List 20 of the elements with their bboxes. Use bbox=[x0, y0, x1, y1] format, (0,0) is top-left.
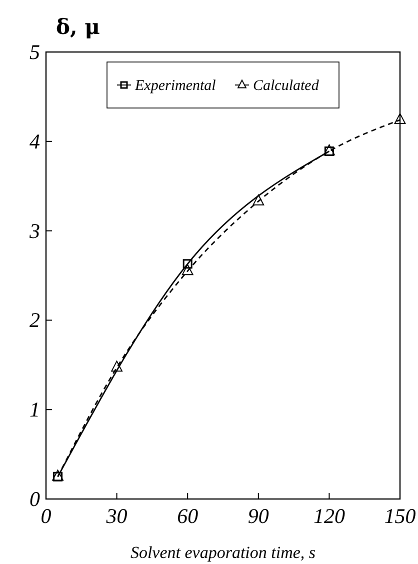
legend-label: Experimental bbox=[134, 78, 216, 94]
x-tick-label: 60 bbox=[177, 504, 199, 528]
x-tick-label: 120 bbox=[313, 504, 346, 528]
legend-label: Calculated bbox=[253, 78, 320, 94]
y-tick-label: 1 bbox=[30, 398, 40, 422]
y-tick-label: 0 bbox=[30, 487, 40, 511]
y-tick-label: 5 bbox=[30, 40, 40, 64]
point bbox=[182, 264, 194, 276]
point bbox=[252, 194, 264, 206]
x-axis-title: Solvent evaporation time, s bbox=[130, 543, 316, 562]
point bbox=[394, 113, 406, 124]
y-tick-label: 3 bbox=[28, 218, 40, 243]
y-axis-title: δ, μ bbox=[56, 14, 100, 39]
x-tick-label: 90 bbox=[248, 504, 270, 528]
y-tick-label: 4 bbox=[30, 129, 40, 154]
y-tick-label: 2 bbox=[30, 308, 40, 332]
point bbox=[111, 360, 122, 372]
x-tick-label: 150 bbox=[384, 504, 416, 528]
point bbox=[182, 259, 192, 269]
x-tick-label: 30 bbox=[105, 504, 128, 528]
